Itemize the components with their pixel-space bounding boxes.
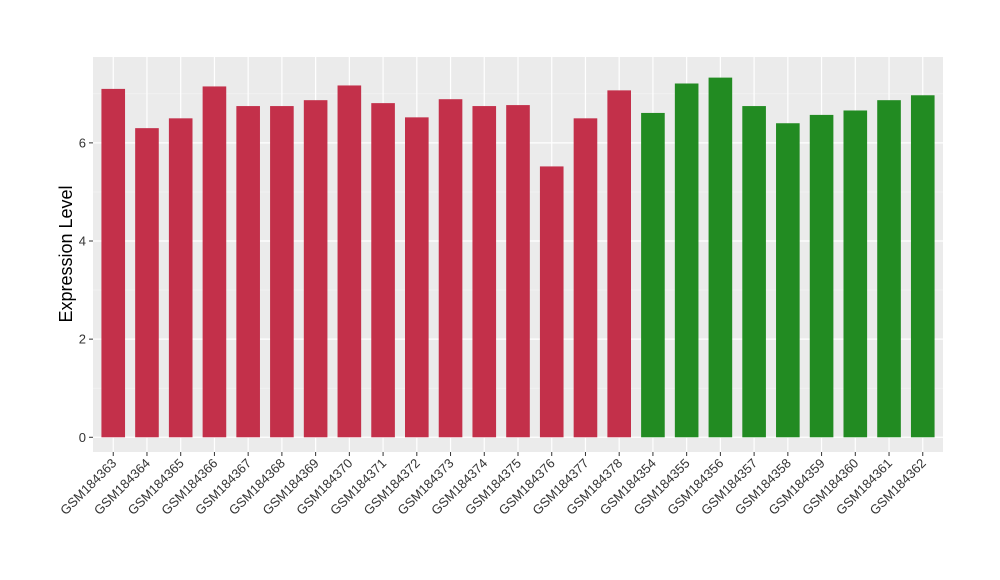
bar-GSM184375 bbox=[506, 105, 530, 438]
y-tick-label: 4 bbox=[79, 234, 86, 249]
bar-GSM184360 bbox=[843, 110, 868, 438]
bar-GSM184363 bbox=[101, 88, 126, 438]
bar-GSM184372 bbox=[405, 117, 429, 438]
bar-GSM184369 bbox=[303, 100, 328, 438]
bar-GSM184359 bbox=[809, 114, 834, 438]
bar-GSM184356 bbox=[708, 77, 733, 438]
bar-GSM184368 bbox=[270, 106, 294, 438]
bars bbox=[101, 77, 935, 438]
bar-GSM184362 bbox=[910, 95, 935, 438]
bar-GSM184376 bbox=[539, 166, 564, 438]
y-axis: 0 2 4 6 bbox=[79, 135, 93, 445]
bar-GSM184357 bbox=[742, 106, 766, 438]
bar-GSM184365 bbox=[168, 118, 193, 438]
bar-GSM184364 bbox=[135, 128, 159, 438]
y-tick-label: 2 bbox=[79, 332, 86, 347]
y-tick-label: 6 bbox=[79, 135, 86, 150]
bar-GSM184367 bbox=[236, 106, 260, 438]
x-axis: GSM184363GSM184364GSM184365GSM184366GSM1… bbox=[57, 452, 929, 518]
bar-GSM184374 bbox=[472, 106, 497, 438]
bar-GSM184358 bbox=[776, 123, 800, 438]
bar-GSM184366 bbox=[202, 86, 227, 438]
y-axis-title: Expression Level bbox=[56, 185, 76, 322]
bar-GSM184354 bbox=[641, 112, 665, 438]
bar-GSM184371 bbox=[371, 103, 395, 438]
y-tick-label: 0 bbox=[79, 430, 86, 445]
bar-GSM184378 bbox=[607, 90, 631, 438]
bar-GSM184361 bbox=[877, 100, 901, 438]
bar-GSM184373 bbox=[438, 99, 463, 438]
bar-GSM184370 bbox=[337, 85, 362, 438]
bar-GSM184377 bbox=[573, 118, 598, 438]
bar-GSM184355 bbox=[674, 83, 699, 438]
